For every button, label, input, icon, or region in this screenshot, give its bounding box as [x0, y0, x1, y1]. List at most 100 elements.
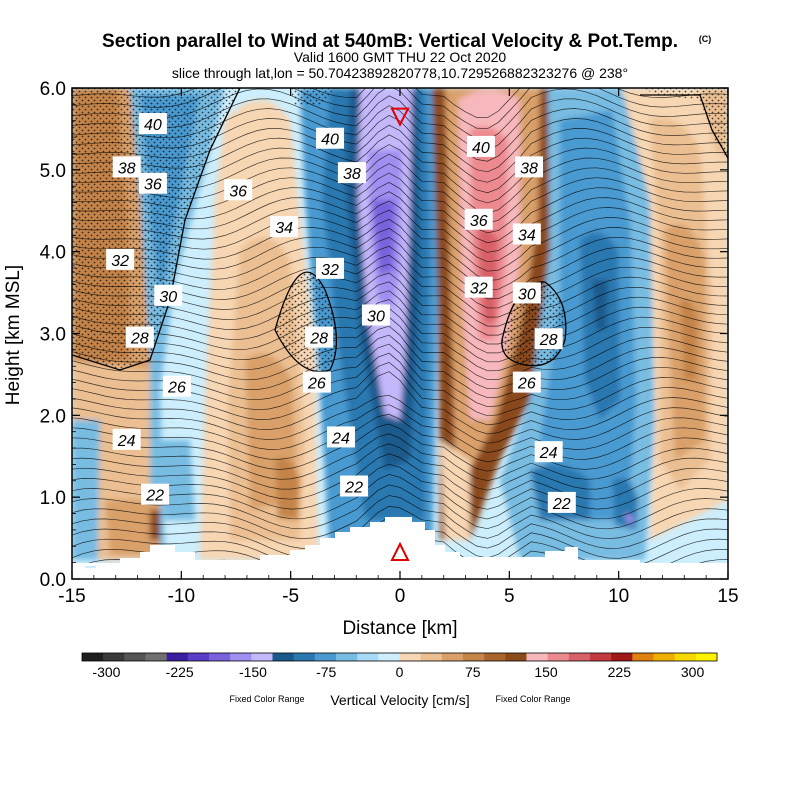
contour-label: 32 — [106, 248, 135, 270]
contour-label: 28 — [125, 326, 154, 348]
contour-label: 26 — [162, 375, 191, 397]
colorbar-tick-label: -225 — [166, 664, 194, 680]
copyright-mark: (C) — [699, 34, 712, 44]
x-tick-label: -15 — [58, 586, 85, 607]
contour-label-text: 22 — [344, 480, 363, 497]
colorbar-swatch — [547, 653, 570, 661]
isentrope-line — [72, 413, 728, 463]
contour-label-text: 32 — [111, 253, 129, 270]
slice-top-marker — [390, 107, 410, 127]
colorbar-swatch — [590, 653, 612, 661]
colorbar-swatch — [399, 653, 421, 661]
isentrope-line — [72, 153, 728, 214]
colorbar-swatch — [653, 653, 675, 661]
contour-label-text: 26 — [167, 380, 186, 397]
colorbar-swatch — [695, 653, 718, 661]
isentrope-line — [72, 362, 728, 426]
contour-label-text: 30 — [159, 289, 177, 306]
colorbar-tick-label: -75 — [316, 664, 336, 680]
contour-label: 34 — [512, 223, 541, 245]
isentrope-line — [72, 443, 728, 491]
isentrope-line — [72, 114, 728, 173]
isentrope-line — [72, 433, 728, 482]
y-tick-label: 5.0 — [40, 161, 66, 182]
contour-label: 22 — [141, 483, 170, 505]
contour-label: 22 — [340, 475, 369, 497]
isentrope-line — [72, 124, 728, 183]
contour-label-text: 34 — [518, 227, 536, 244]
colorbar-tick-label: 150 — [534, 664, 558, 680]
contour-label: 26 — [512, 371, 541, 393]
colorbar-swatch — [357, 653, 379, 661]
contour-label-text: 38 — [118, 160, 136, 177]
isentrope-line — [72, 299, 728, 363]
colorbar-label: Vertical Velocity [cm/s] — [330, 692, 469, 708]
y-axis-label: Height [km MSL] — [3, 265, 24, 405]
contour-label: 36 — [138, 172, 167, 194]
contour-label-text: 28 — [130, 331, 149, 348]
contour-label: 28 — [534, 328, 563, 350]
colorbar-swatch — [484, 653, 506, 661]
colorbar-note-right: Fixed Color Range — [495, 694, 570, 704]
colorbar-swatch — [336, 653, 358, 661]
isentrope-line — [72, 245, 728, 309]
y-tick-label: 0.0 — [40, 570, 66, 591]
isentrope-line — [72, 484, 728, 530]
colorbar-swatch — [103, 653, 125, 661]
contour-label-text: 32 — [470, 281, 488, 298]
contour-label-text: 38 — [343, 166, 361, 183]
isentrope-line — [72, 316, 728, 381]
isentrope-line — [72, 404, 728, 453]
contour-label-text: 40 — [321, 132, 339, 149]
isentrope-line — [72, 463, 728, 510]
slice-markers — [390, 107, 410, 561]
isentrope-line — [72, 325, 728, 390]
contour-label-text: 22 — [552, 496, 571, 513]
colorbar-swatch — [209, 653, 231, 661]
contour-label-text: 24 — [331, 430, 350, 447]
contour-label-text: 24 — [539, 445, 558, 462]
isentrope-line — [72, 134, 728, 194]
x-tick-label: 10 — [608, 586, 629, 607]
contour-label: 36 — [224, 179, 253, 201]
colorbar-swatch — [293, 653, 316, 661]
colorbar-swatch — [505, 653, 527, 661]
colorbar-swatch — [251, 653, 273, 661]
isentrope-line — [72, 218, 728, 281]
isentrope-line — [72, 394, 728, 444]
contour-label: 30 — [512, 282, 541, 304]
isentrope-line — [72, 182, 728, 244]
contour-label-text: 30 — [518, 286, 536, 303]
x-tick-label: 5 — [504, 586, 515, 607]
colorbar-swatch — [441, 653, 464, 661]
contour-label: 40 — [466, 135, 495, 157]
colorbar-tick-label: 0 — [396, 664, 404, 680]
valid-time-subtitle: Valid 1600 GMT THU 22 Oct 2020 — [294, 49, 507, 65]
isentrope-line — [72, 281, 728, 345]
colorbar-swatch — [145, 653, 167, 661]
isentrope-line — [72, 334, 728, 399]
colorbar-swatch — [632, 653, 654, 661]
colorbar-swatch — [526, 653, 548, 661]
colorbar-swatch — [463, 653, 485, 661]
isentrope-line — [72, 95, 728, 151]
isentrope-line — [72, 88, 728, 130]
contour-label-text: 22 — [145, 488, 164, 505]
isentrope-line — [72, 308, 728, 372]
contour-label-text: 28 — [309, 331, 328, 348]
contour-label: 36 — [464, 208, 493, 230]
x-axis-label: Distance [km] — [342, 618, 457, 639]
isentrope-line — [72, 237, 728, 300]
isentrope-line — [72, 163, 728, 224]
contour-label-text: 40 — [144, 117, 162, 134]
colorbar-swatch — [314, 653, 337, 661]
colorbar-swatch — [187, 653, 210, 661]
isentrope-line — [72, 371, 728, 435]
chart-title: Section parallel to Wind at 540mB: Verti… — [102, 31, 678, 52]
stippled-region — [640, 88, 728, 160]
colorbar-tick-label: -150 — [239, 664, 267, 680]
contour-label: 40 — [138, 113, 167, 135]
slice-location-subtitle: slice through lat,lon = 50.7042389282077… — [172, 65, 628, 81]
contour-labels: 4038363230282624224036383432302826242240… — [106, 113, 576, 513]
